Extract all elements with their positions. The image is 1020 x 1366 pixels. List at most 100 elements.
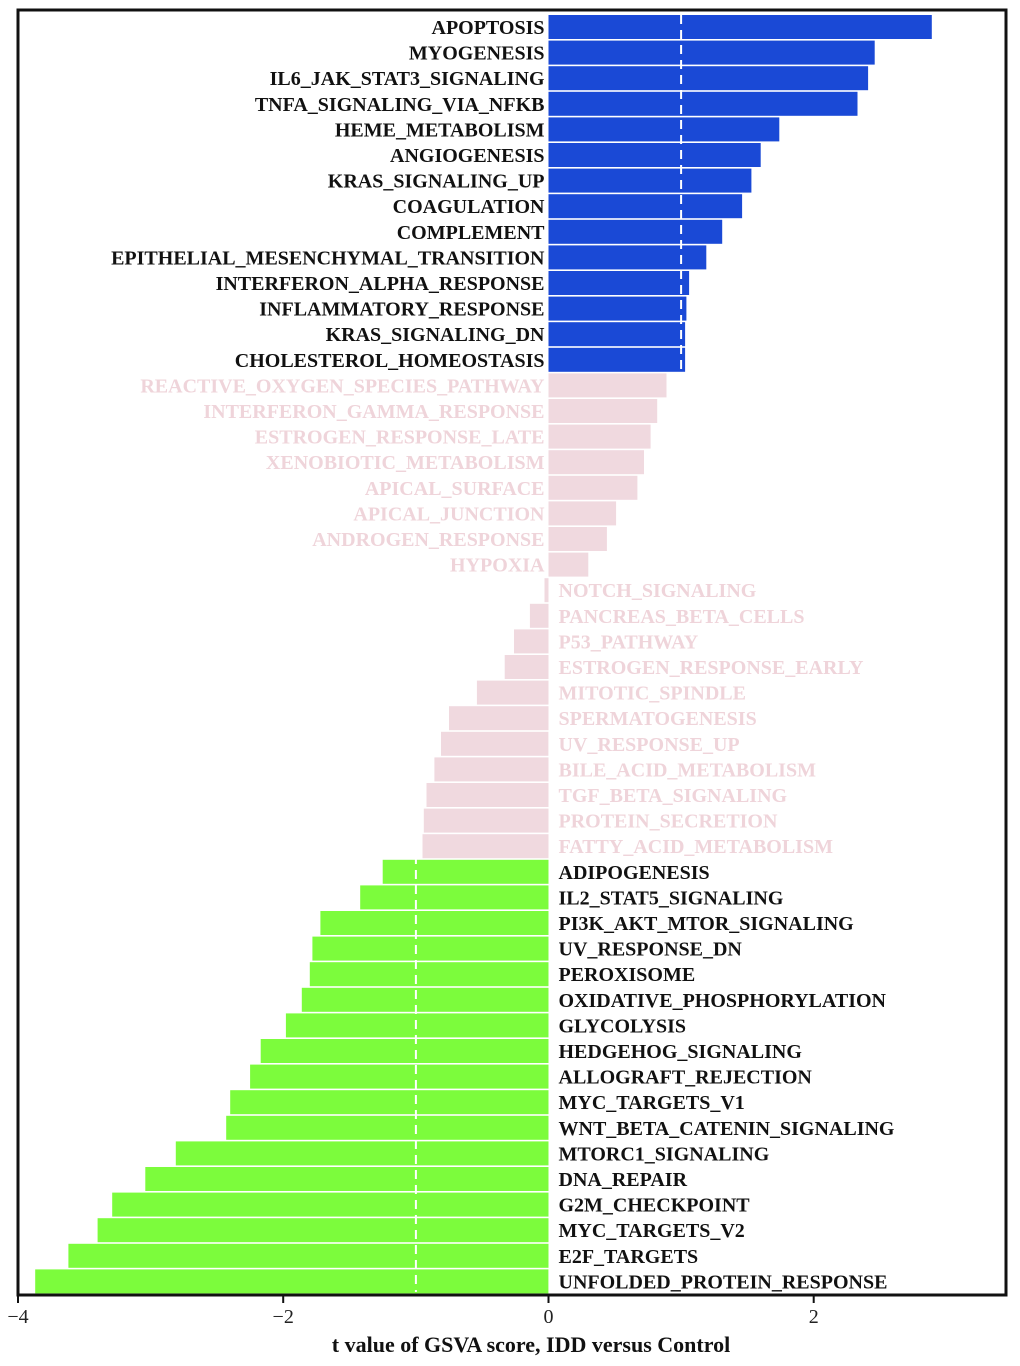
category-label-45: DNA_REPAIR [559, 1169, 688, 1191]
bar-41 [250, 1064, 549, 1089]
bar-2 [548, 66, 869, 91]
category-label-33: ADIPOGENESIS [559, 862, 710, 884]
bar-37 [309, 962, 549, 987]
bar-19 [548, 501, 617, 526]
category-label-13: CHOLESTEROL_HOMEOSTASIS [235, 350, 545, 372]
category-label-29: BILE_ACID_METABOLISM [559, 759, 817, 781]
bars-group [35, 15, 932, 1294]
category-label-32: FATTY_ACID_METABOLISM [559, 836, 834, 858]
category-label-7: COAGULATION [393, 196, 545, 218]
category-label-12: KRAS_SIGNALING_DN [326, 324, 545, 346]
x-tick-label-0: −4 [7, 1306, 28, 1328]
category-label-31: PROTEIN_SECRETION [559, 811, 778, 833]
category-label-11: INFLAMMATORY_RESPONSE [259, 299, 544, 321]
bar-46 [112, 1192, 549, 1217]
x-tick-label-1: −2 [273, 1306, 294, 1328]
category-label-38: OXIDATIVE_PHOSPHORYLATION [559, 990, 887, 1012]
x-axis-title: t value of GSVA score, IDD versus Contro… [332, 1332, 730, 1357]
category-label-28: UV_RESPONSE_UP [559, 734, 740, 756]
category-label-15: INTERFERON_GAMMA_RESPONSE [203, 401, 544, 423]
plot-frame [16, 8, 1008, 1297]
category-label-17: XENOBIOTIC_METABOLISM [266, 452, 545, 474]
bar-20 [548, 527, 607, 551]
category-label-35: PI3K_AKT_MTOR_SIGNALING [559, 913, 855, 935]
category-label-37: PEROXISOME [559, 964, 696, 986]
bar-28 [441, 731, 549, 756]
bar-18 [548, 475, 638, 500]
bar-5 [548, 143, 761, 167]
x-tick-label-2: 0 [544, 1306, 554, 1328]
category-label-26: MITOTIC_SPINDLE [559, 683, 746, 705]
bar-49 [35, 1269, 549, 1294]
bar-35 [320, 911, 549, 935]
bar-4 [548, 117, 780, 142]
category-label-23: PANCREAS_BETA_CELLS [559, 606, 805, 628]
bar-45 [145, 1167, 549, 1191]
bar-33 [382, 859, 549, 884]
bar-42 [230, 1090, 549, 1115]
bar-38 [301, 987, 549, 1012]
category-label-48: E2F_TARGETS [559, 1246, 699, 1268]
bar-3 [548, 91, 858, 116]
category-label-49: UNFOLDED_PROTEIN_RESPONSE [559, 1271, 888, 1293]
bar-47 [97, 1218, 549, 1243]
bar-12 [548, 322, 686, 347]
x-axis: −4 −2 0 2 [7, 1296, 819, 1328]
bar-17 [548, 450, 644, 475]
bar-27 [449, 706, 549, 731]
category-label-8: COMPLEMENT [397, 222, 545, 244]
category-label-6: KRAS_SIGNALING_UP [328, 171, 545, 193]
bar-10 [548, 271, 690, 295]
category-label-39: GLYCOLYSIS [559, 1015, 686, 1037]
bar-36 [312, 936, 549, 961]
category-label-47: MYC_TARGETS_V2 [559, 1220, 745, 1242]
category-label-2: IL6_JAK_STAT3_SIGNALING [270, 68, 545, 90]
bar-34 [360, 885, 549, 910]
bar-7 [548, 194, 743, 219]
category-label-10: INTERFERON_ALPHA_RESPONSE [216, 273, 545, 295]
bar-21 [548, 552, 589, 577]
bar-48 [68, 1243, 549, 1268]
bar-6 [548, 168, 752, 193]
bar-40 [260, 1039, 549, 1063]
bar-8 [548, 219, 723, 244]
bar-43 [226, 1115, 549, 1140]
category-label-25: ESTROGEN_RESPONSE_EARLY [559, 657, 864, 679]
bar-39 [285, 1013, 549, 1038]
category-label-21: HYPOXIA [450, 555, 545, 577]
bar-32 [422, 834, 549, 859]
bar-30 [426, 783, 549, 807]
bar-1 [548, 40, 875, 65]
bar-9 [548, 245, 707, 270]
category-label-41: ALLOGRAFT_REJECTION [559, 1067, 813, 1089]
category-label-9: EPITHELIAL_MESENCHYMAL_TRANSITION [111, 247, 545, 269]
bar-26 [476, 680, 549, 705]
bar-16 [548, 424, 651, 449]
category-label-3: TNFA_SIGNALING_VIA_NFKB [255, 94, 545, 116]
bar-15 [548, 399, 658, 423]
category-label-46: G2M_CHECKPOINT [559, 1195, 751, 1217]
category-label-1: MYOGENESIS [409, 43, 545, 65]
category-label-20: ANDROGEN_RESPONSE [312, 529, 544, 551]
category-label-40: HEDGEHOG_SIGNALING [559, 1041, 803, 1063]
category-label-42: MYC_TARGETS_V1 [559, 1092, 745, 1114]
bar-0 [548, 15, 932, 39]
category-label-44: MTORC1_SIGNALING [559, 1143, 770, 1165]
category-label-36: UV_RESPONSE_DN [559, 939, 743, 961]
category-label-24: P53_PATHWAY [559, 631, 699, 653]
category-label-34: IL2_STAT5_SIGNALING [559, 887, 784, 909]
bar-13 [548, 347, 686, 372]
bar-29 [434, 757, 549, 782]
bar-44 [175, 1141, 549, 1166]
category-label-18: APICAL_SURFACE [365, 478, 545, 500]
category-labels: APOPTOSIS MYOGENESIS IL6_JAK_STAT3_SIGNALI… [111, 17, 895, 1293]
category-label-22: NOTCH_SIGNALING [559, 580, 757, 602]
category-label-30: TGF_BETA_SIGNALING [559, 785, 788, 807]
bar-23 [529, 603, 549, 628]
category-label-43: WNT_BETA_CATENIN_SIGNALING [559, 1118, 895, 1140]
x-tick-label-3: 2 [809, 1306, 819, 1328]
bar-24 [514, 629, 549, 654]
bar-14 [548, 373, 667, 398]
category-label-16: ESTROGEN_RESPONSE_LATE [255, 427, 545, 449]
